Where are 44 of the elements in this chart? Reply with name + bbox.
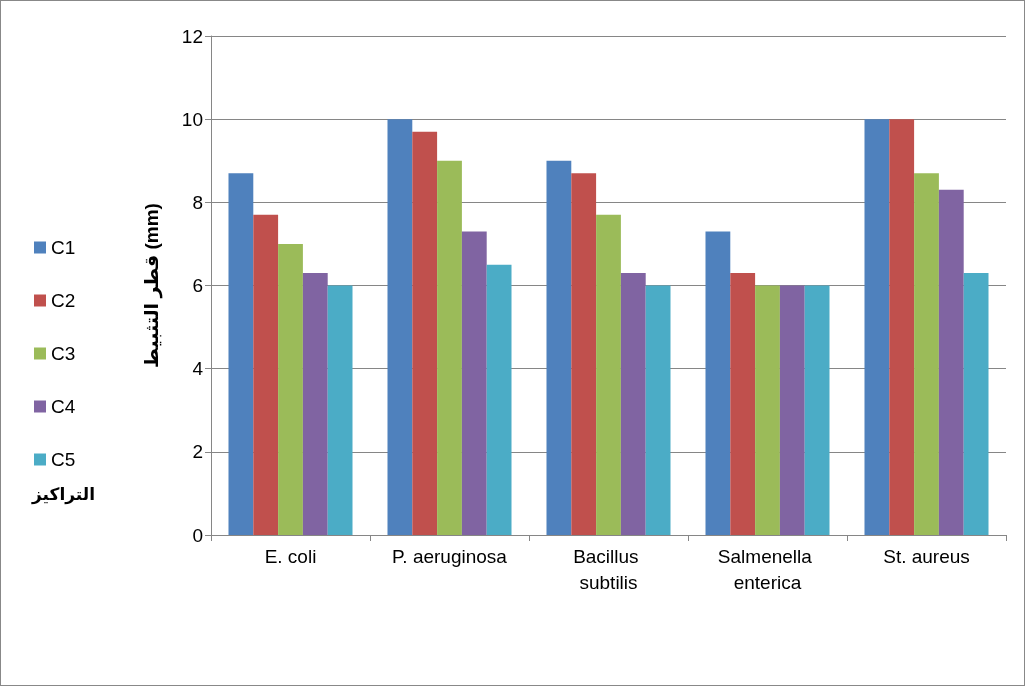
legend-label: C5: [51, 449, 76, 470]
bar: [546, 160, 572, 535]
y-tick-label: 2: [192, 441, 203, 463]
x-tick-label: E. coli: [264, 545, 317, 567]
legend-label: C1: [51, 237, 76, 258]
bar: [889, 119, 915, 535]
legend-label: C2: [51, 290, 76, 311]
x-tick-label: Salmenella enterica: [717, 545, 818, 593]
bar: [412, 131, 438, 535]
bar: [253, 214, 279, 535]
bar: [645, 285, 671, 535]
y-tick-label: 10: [181, 108, 203, 130]
y-tick-label: 8: [192, 191, 203, 213]
y-tick-label: 4: [192, 358, 204, 380]
bar: [302, 273, 328, 535]
bar: [327, 285, 353, 535]
bar: [730, 273, 756, 535]
bar: [461, 231, 487, 535]
x-tick-label: Bacillus subtilis: [573, 545, 644, 593]
bar: [278, 243, 303, 535]
bar: [596, 214, 621, 535]
bar: [963, 273, 989, 535]
bar: [804, 285, 830, 535]
bar: [755, 285, 780, 535]
bar: [864, 119, 890, 535]
bar: [914, 173, 939, 535]
legend-label: C4: [51, 396, 76, 417]
bar: [705, 231, 731, 535]
y-axis-title: قطر التثبيط (mm): [141, 203, 163, 368]
legend-title: التراكيز: [31, 485, 95, 505]
bar: [571, 173, 597, 535]
y-tick-label: 0: [192, 524, 203, 546]
bar: [779, 285, 805, 535]
x-tick-label: St. aureus: [883, 545, 970, 567]
legend-label: C3: [51, 343, 76, 364]
y-tick-label: 6: [192, 275, 203, 296]
bar: [387, 119, 413, 535]
bar: [938, 189, 964, 535]
x-tick-label: P. aeruginosa: [392, 545, 508, 567]
y-tick-label: 12: [181, 25, 203, 47]
bar: [620, 273, 646, 535]
bar: [228, 173, 254, 535]
bar: [486, 264, 512, 535]
bar: [437, 160, 462, 535]
